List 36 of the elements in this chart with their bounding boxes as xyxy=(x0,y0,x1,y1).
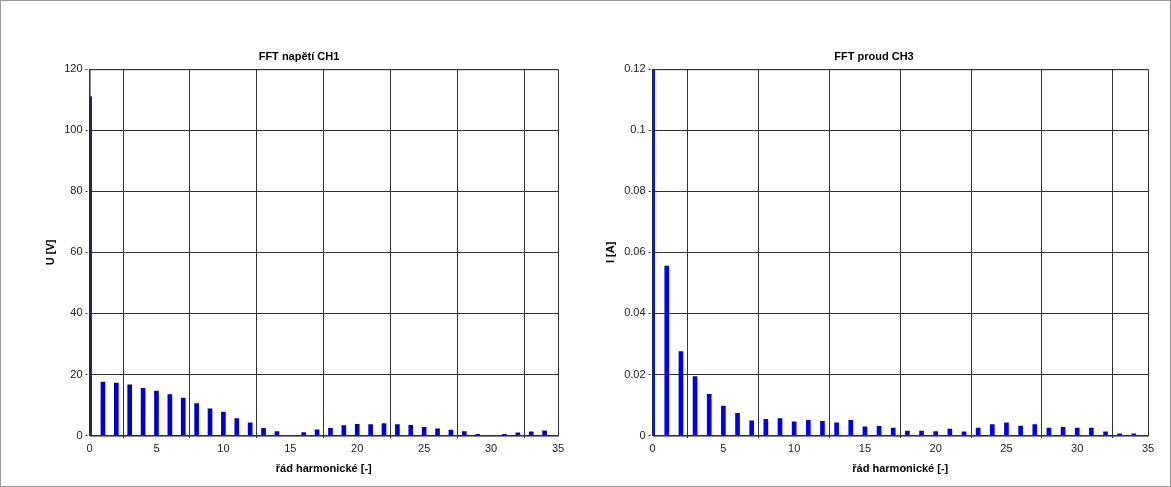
x-tick-label: 35 xyxy=(1141,442,1155,455)
x-tick-label: 20 xyxy=(351,442,364,455)
x-tick-label: 10 xyxy=(788,442,801,455)
x-axis-title: řád harmonické [-] xyxy=(852,462,949,475)
y-tick-label: 0 xyxy=(76,428,83,441)
x-tick-label: 25 xyxy=(418,442,431,455)
x-tick-label: 5 xyxy=(720,442,727,455)
y-tick-label: 0 xyxy=(639,428,646,441)
x-tick-label: 15 xyxy=(858,442,872,455)
x-tick-label: 10 xyxy=(217,442,230,455)
y-tick-label: 0.1 xyxy=(630,123,646,136)
x-tick-label: 0 xyxy=(649,442,656,455)
x-tick-label: 0 xyxy=(86,442,93,455)
y-tick-label: 0.06 xyxy=(624,245,646,258)
x-tick-label: 25 xyxy=(1000,442,1013,455)
x-tick-label: 15 xyxy=(284,442,297,455)
y-axis-title: U [V] xyxy=(43,239,56,266)
x-tick-label: 30 xyxy=(484,442,498,455)
y-tick-label: 0.12 xyxy=(624,62,646,75)
y-tick-label: 0.08 xyxy=(624,184,646,197)
y-tick-label: 80 xyxy=(70,184,83,197)
y-tick-label: 40 xyxy=(70,306,83,319)
x-axis-title: řád harmonické [-] xyxy=(275,462,373,475)
chart-title: FFT napětí CH1 xyxy=(258,49,340,62)
y-tick-label: 20 xyxy=(70,367,83,380)
y-tick-label: 120 xyxy=(64,62,83,75)
x-tick-label: 30 xyxy=(1071,442,1084,455)
x-tick-label: 20 xyxy=(929,442,942,455)
y-axis-title: I [A] xyxy=(603,241,616,264)
x-tick-label: 5 xyxy=(153,442,160,455)
y-tick-label: 60 xyxy=(70,245,83,258)
x-tick-label: 35 xyxy=(551,442,565,455)
y-tick-label: 0.02 xyxy=(624,367,646,380)
chart-title: FFT proud CH3 xyxy=(834,49,914,62)
y-tick-label: 0.04 xyxy=(624,306,646,319)
y-tick-label: 100 xyxy=(64,123,83,136)
